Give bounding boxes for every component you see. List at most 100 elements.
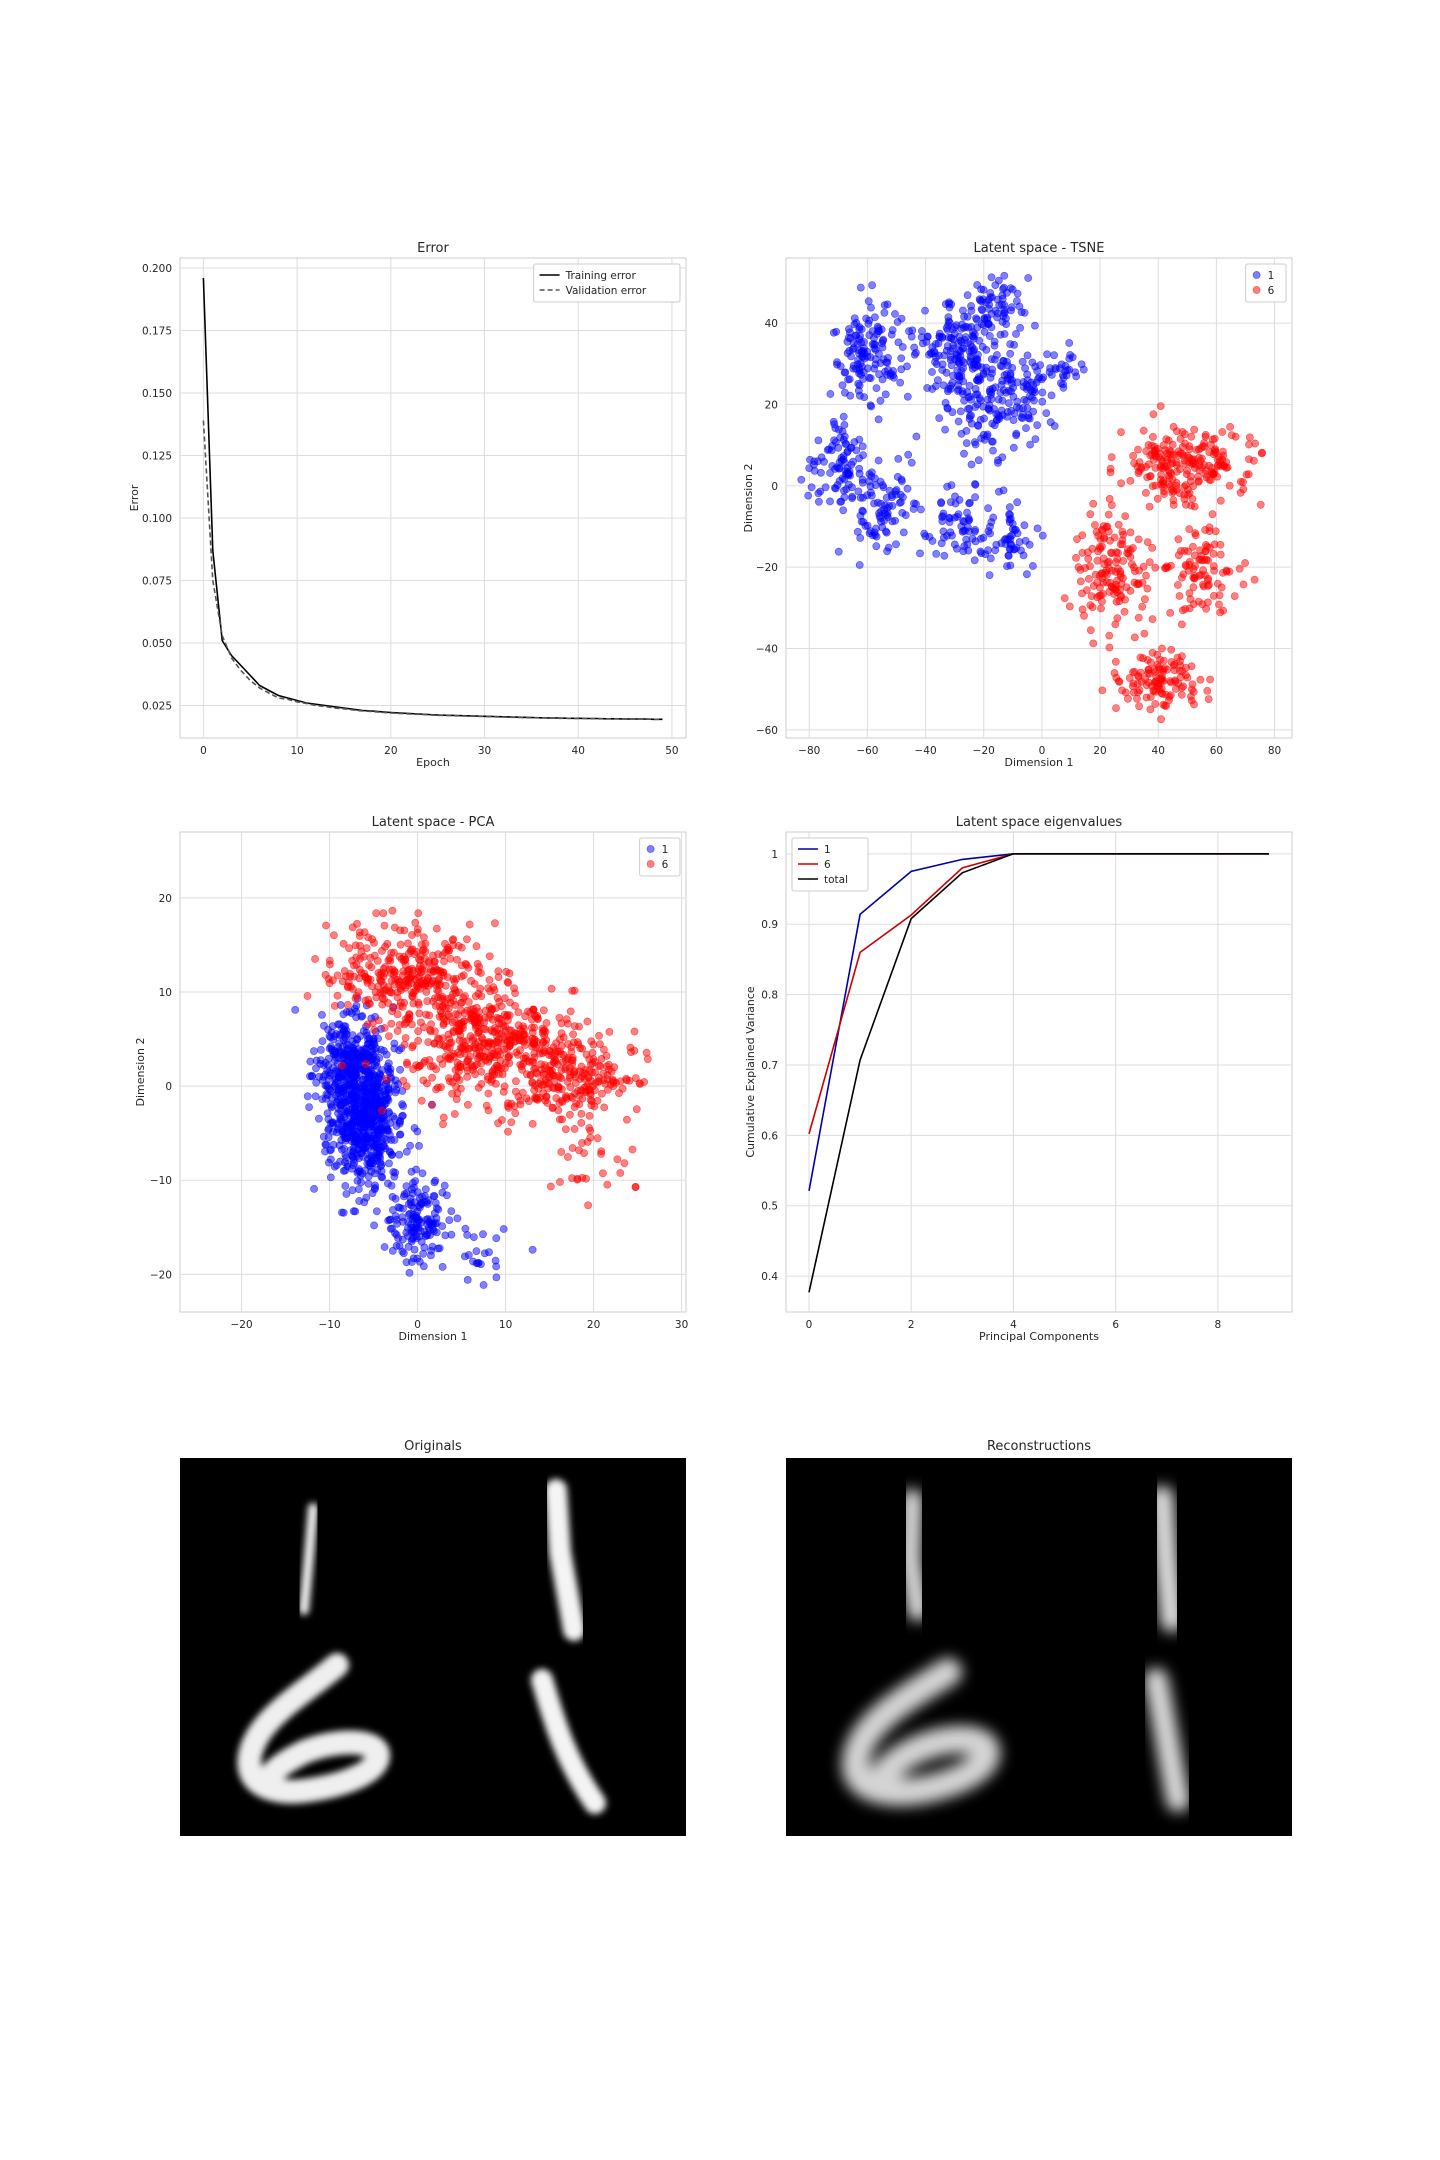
scatter-point	[946, 355, 955, 364]
scatter-point	[640, 1078, 649, 1086]
scatter-point	[385, 1159, 393, 1168]
x-axis-label: Epoch	[416, 756, 450, 769]
scatter-point	[316, 1046, 325, 1054]
scatter-point	[484, 1106, 493, 1115]
scatter-point	[390, 1136, 399, 1144]
scatter-point	[598, 1089, 606, 1098]
scatter-point	[415, 1142, 423, 1150]
scatter-point	[469, 1066, 477, 1074]
scatter-point	[956, 407, 965, 416]
scatter-point	[343, 1001, 352, 1009]
scatter-point	[583, 1017, 592, 1026]
scatter-point	[1008, 363, 1017, 372]
scatter-point	[1239, 478, 1247, 487]
x-tick-label: 50	[665, 745, 678, 757]
scatter-point	[389, 1003, 397, 1011]
scatter-point	[1198, 556, 1206, 565]
scatter-point	[1095, 543, 1104, 551]
y-tick-label: 40	[765, 318, 778, 330]
scatter-point	[361, 1081, 370, 1089]
scatter-point	[578, 1174, 587, 1182]
scatter-point	[863, 352, 872, 361]
scatter-point	[935, 329, 944, 338]
scatter-point	[844, 470, 853, 479]
scatter-point	[529, 1005, 538, 1014]
scatter-point	[1216, 550, 1225, 559]
scatter-point	[1102, 578, 1111, 587]
scatter-point	[1105, 494, 1114, 503]
scatter-point	[588, 1059, 597, 1067]
scatter-point	[1178, 606, 1187, 615]
scatter-point	[1180, 482, 1189, 491]
scatter-point	[855, 561, 864, 569]
scatter-point	[1168, 459, 1177, 467]
scatter-point	[1241, 559, 1249, 567]
scatter-point	[567, 1047, 576, 1056]
scatter-point	[875, 327, 883, 335]
scatter-point	[438, 1034, 447, 1043]
scatter-point	[1084, 548, 1092, 557]
scatter-point	[324, 1158, 333, 1167]
y-tick-label: 0.100	[142, 513, 172, 525]
scatter-point	[499, 1225, 508, 1233]
scatter-point	[531, 1093, 539, 1102]
scatter-point	[460, 1017, 468, 1025]
scatter-point	[533, 1014, 542, 1023]
scatter-point	[1019, 378, 1028, 386]
scatter-point	[834, 443, 843, 452]
scatter-point	[1115, 597, 1124, 606]
scatter-point	[1153, 650, 1162, 659]
scatter-point	[839, 452, 848, 460]
legend: 16	[1245, 263, 1287, 303]
scatter-point	[1172, 685, 1180, 693]
scatter-point	[1225, 481, 1234, 490]
scatter-point	[417, 1018, 425, 1027]
scatter-point	[350, 1105, 359, 1114]
scatter-point	[1118, 540, 1127, 549]
scatter-point	[1028, 358, 1037, 367]
scatter-point	[1019, 551, 1028, 560]
y-tick-label: 0.6	[761, 1130, 778, 1142]
scatter-point	[400, 1040, 409, 1049]
x-tick-label: −80	[798, 745, 820, 757]
scatter-point	[395, 978, 403, 986]
x-tick-label: 30	[478, 745, 491, 757]
scatter-point	[385, 1216, 394, 1224]
scatter-point	[373, 1154, 382, 1163]
scatter-point	[325, 960, 334, 969]
scatter-point	[1027, 385, 1035, 394]
scatter-point	[555, 1099, 564, 1107]
scatter-point	[439, 1113, 448, 1122]
scatter-point	[480, 1249, 489, 1258]
scatter-point	[1151, 668, 1160, 676]
scatter-point	[315, 1072, 324, 1081]
scatter-point	[938, 366, 947, 374]
scatter-point	[1006, 349, 1015, 358]
scatter-point	[370, 1221, 378, 1230]
scatter-point	[1020, 521, 1029, 530]
scatter-point	[463, 1073, 472, 1081]
scatter-point	[859, 375, 868, 383]
scatter-point	[1050, 422, 1059, 430]
scatter-point	[1178, 428, 1187, 436]
scatter-point	[364, 1144, 372, 1153]
scatter-point	[451, 1010, 460, 1019]
scatter-point	[631, 1183, 640, 1191]
scatter-point	[1105, 631, 1114, 640]
scatter-point	[1111, 657, 1120, 666]
scatter-point	[1195, 477, 1203, 486]
scatter-point	[817, 468, 825, 477]
scatter-point	[530, 1049, 539, 1058]
x-tick-label: −60	[856, 745, 878, 757]
scatter-point	[564, 1040, 572, 1048]
scatter-point	[529, 1039, 538, 1048]
scatter-point	[384, 1084, 393, 1092]
scatter-point	[605, 1028, 614, 1036]
scatter-point	[349, 1207, 358, 1216]
scatter-point	[903, 484, 912, 493]
scatter-point	[1181, 561, 1190, 569]
x-tick-label: 30	[675, 1319, 688, 1331]
scatter-point	[430, 994, 439, 1002]
scatter-point	[871, 355, 880, 364]
scatter-point	[421, 1185, 430, 1194]
